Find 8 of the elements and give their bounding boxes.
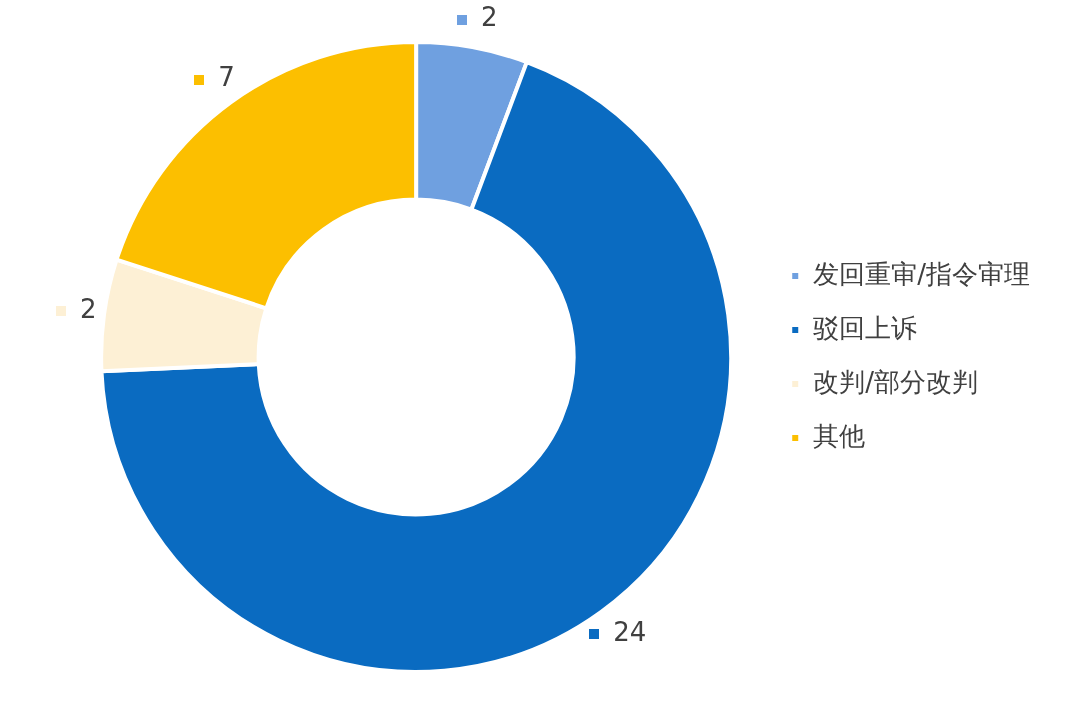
legend-label: 发回重审/指令审理	[813, 258, 1031, 289]
data-label: 24	[613, 617, 647, 648]
legend-label: 其他	[813, 420, 866, 451]
data-label: 2	[481, 2, 498, 33]
data-label: 2	[79, 293, 97, 324]
data-label: 7	[218, 62, 235, 93]
legend-label: 驳回上诉	[813, 312, 918, 343]
legend-label: 改判/部分改判	[813, 366, 979, 397]
